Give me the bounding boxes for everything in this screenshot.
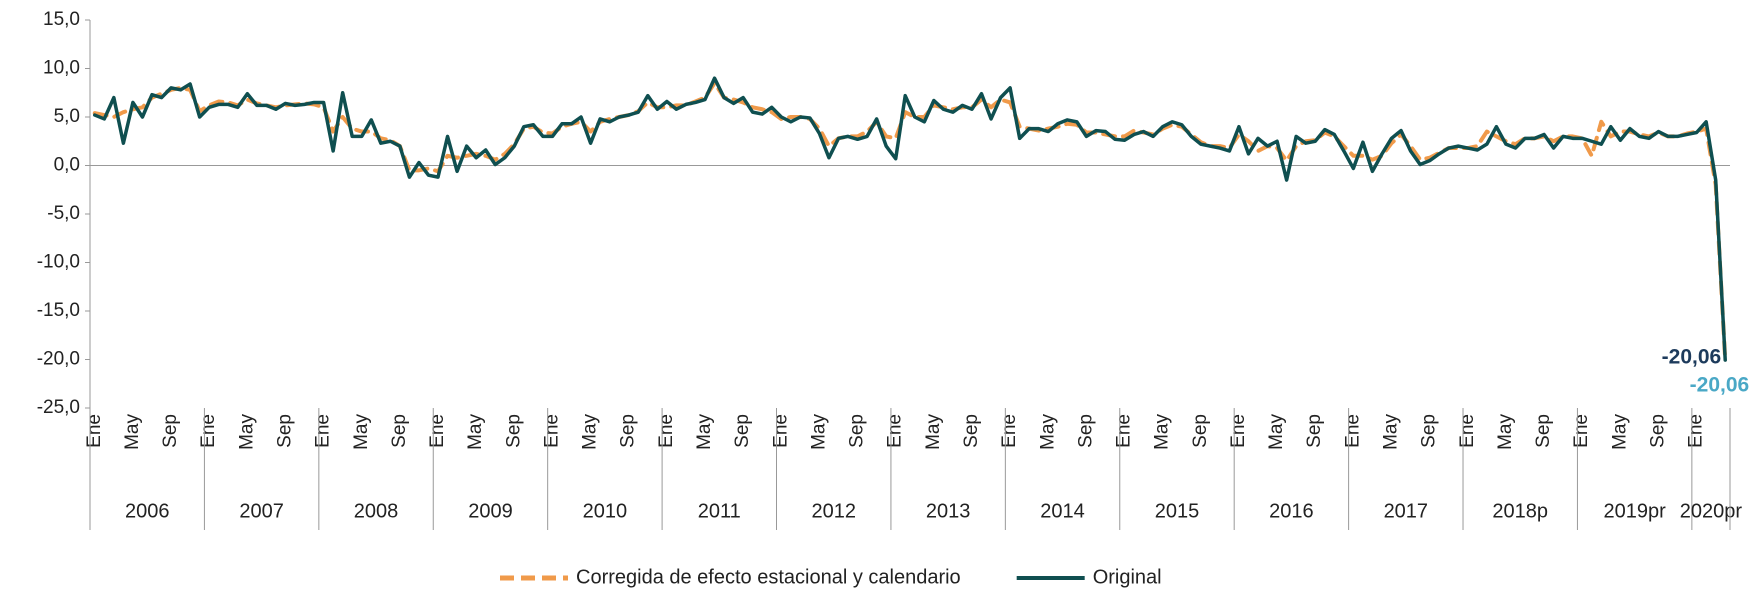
x-tick-label: May	[236, 414, 257, 450]
x-tick-label: May	[351, 414, 372, 450]
x-tick-label: Ene	[313, 414, 334, 448]
y-tick-label: -20,0	[37, 349, 80, 370]
legend-label: Original	[1093, 566, 1162, 588]
x-tick-label: Ene	[1342, 414, 1363, 448]
year-label: 2008	[354, 500, 399, 522]
x-tick-label: Ene	[1571, 414, 1592, 448]
x-tick-label: May	[1266, 414, 1287, 450]
y-tick-label: -5,0	[47, 203, 80, 224]
x-tick-label: May	[1037, 414, 1058, 450]
x-tick-label: May	[1495, 414, 1516, 450]
x-tick-label: Sep	[160, 414, 181, 448]
y-tick-label: 0,0	[54, 155, 80, 176]
x-tick-label: May	[122, 414, 143, 450]
x-tick-label: Ene	[198, 414, 219, 448]
year-label: 2006	[125, 500, 170, 522]
year-label: 2019pr	[1604, 500, 1667, 522]
x-tick-label: Ene	[656, 414, 677, 448]
x-tick-label: Ene	[999, 414, 1020, 448]
year-label: 2017	[1384, 500, 1429, 522]
year-label: 2011	[698, 500, 741, 522]
x-tick-label: May	[1609, 414, 1630, 450]
year-label: 2007	[239, 500, 284, 522]
year-label: 2020pr	[1680, 500, 1743, 522]
year-label: 2018p	[1492, 500, 1548, 522]
x-tick-label: Ene	[770, 414, 791, 448]
y-tick-label: 15,0	[43, 9, 80, 30]
x-tick-label: May	[808, 414, 829, 450]
x-tick-label: Ene	[541, 414, 562, 448]
x-tick-label: May	[465, 414, 486, 450]
x-tick-label: Sep	[1304, 414, 1325, 448]
y-tick-label: -10,0	[37, 252, 80, 273]
year-label: 2013	[926, 500, 971, 522]
y-tick-label: -15,0	[37, 300, 80, 321]
x-tick-label: Sep	[961, 414, 982, 448]
x-tick-label: May	[1152, 414, 1173, 450]
x-tick-label: Sep	[1533, 414, 1554, 448]
x-tick-label: Ene	[1457, 414, 1478, 448]
x-tick-label: Ene	[1114, 414, 1135, 448]
year-label: 2012	[811, 500, 856, 522]
year-label: 2016	[1269, 500, 1314, 522]
x-tick-label: Ene	[1228, 414, 1249, 448]
x-tick-label: Ene	[427, 414, 448, 448]
x-tick-label: Sep	[1075, 414, 1096, 448]
x-tick-label: May	[694, 414, 715, 450]
x-tick-label: Ene	[1686, 414, 1707, 448]
x-tick-label: May	[580, 414, 601, 450]
y-tick-label: 10,0	[43, 58, 80, 79]
x-tick-label: Sep	[1190, 414, 1211, 448]
year-label: 2009	[468, 500, 513, 522]
y-tick-label: -25,0	[37, 397, 80, 418]
line-series	[92, 81, 1728, 363]
x-tick-label: May	[1381, 414, 1402, 450]
year-label: 2015	[1155, 500, 1200, 522]
x-tick-label: Sep	[732, 414, 753, 448]
x-tick-label: Sep	[618, 414, 639, 448]
data-label: -20,06	[1690, 374, 1750, 397]
x-tick-label: Ene	[84, 414, 105, 448]
x-tick-label: Sep	[847, 414, 868, 448]
year-label: 2014	[1040, 500, 1085, 522]
x-tick-label: Sep	[1648, 414, 1669, 448]
data-label: -20,06	[1662, 346, 1722, 369]
y-tick-label: 5,0	[54, 106, 80, 127]
x-tick-label: Sep	[274, 414, 295, 448]
x-tick-label: Sep	[1419, 414, 1440, 448]
x-tick-label: Sep	[503, 414, 524, 448]
x-tick-label: May	[923, 414, 944, 450]
legend-label: Corregida de efecto estacional y calenda…	[576, 566, 961, 588]
year-label: 2010	[583, 500, 628, 522]
line-series	[93, 76, 1727, 362]
x-tick-label: Ene	[885, 414, 906, 448]
x-tick-label: Sep	[389, 414, 410, 448]
